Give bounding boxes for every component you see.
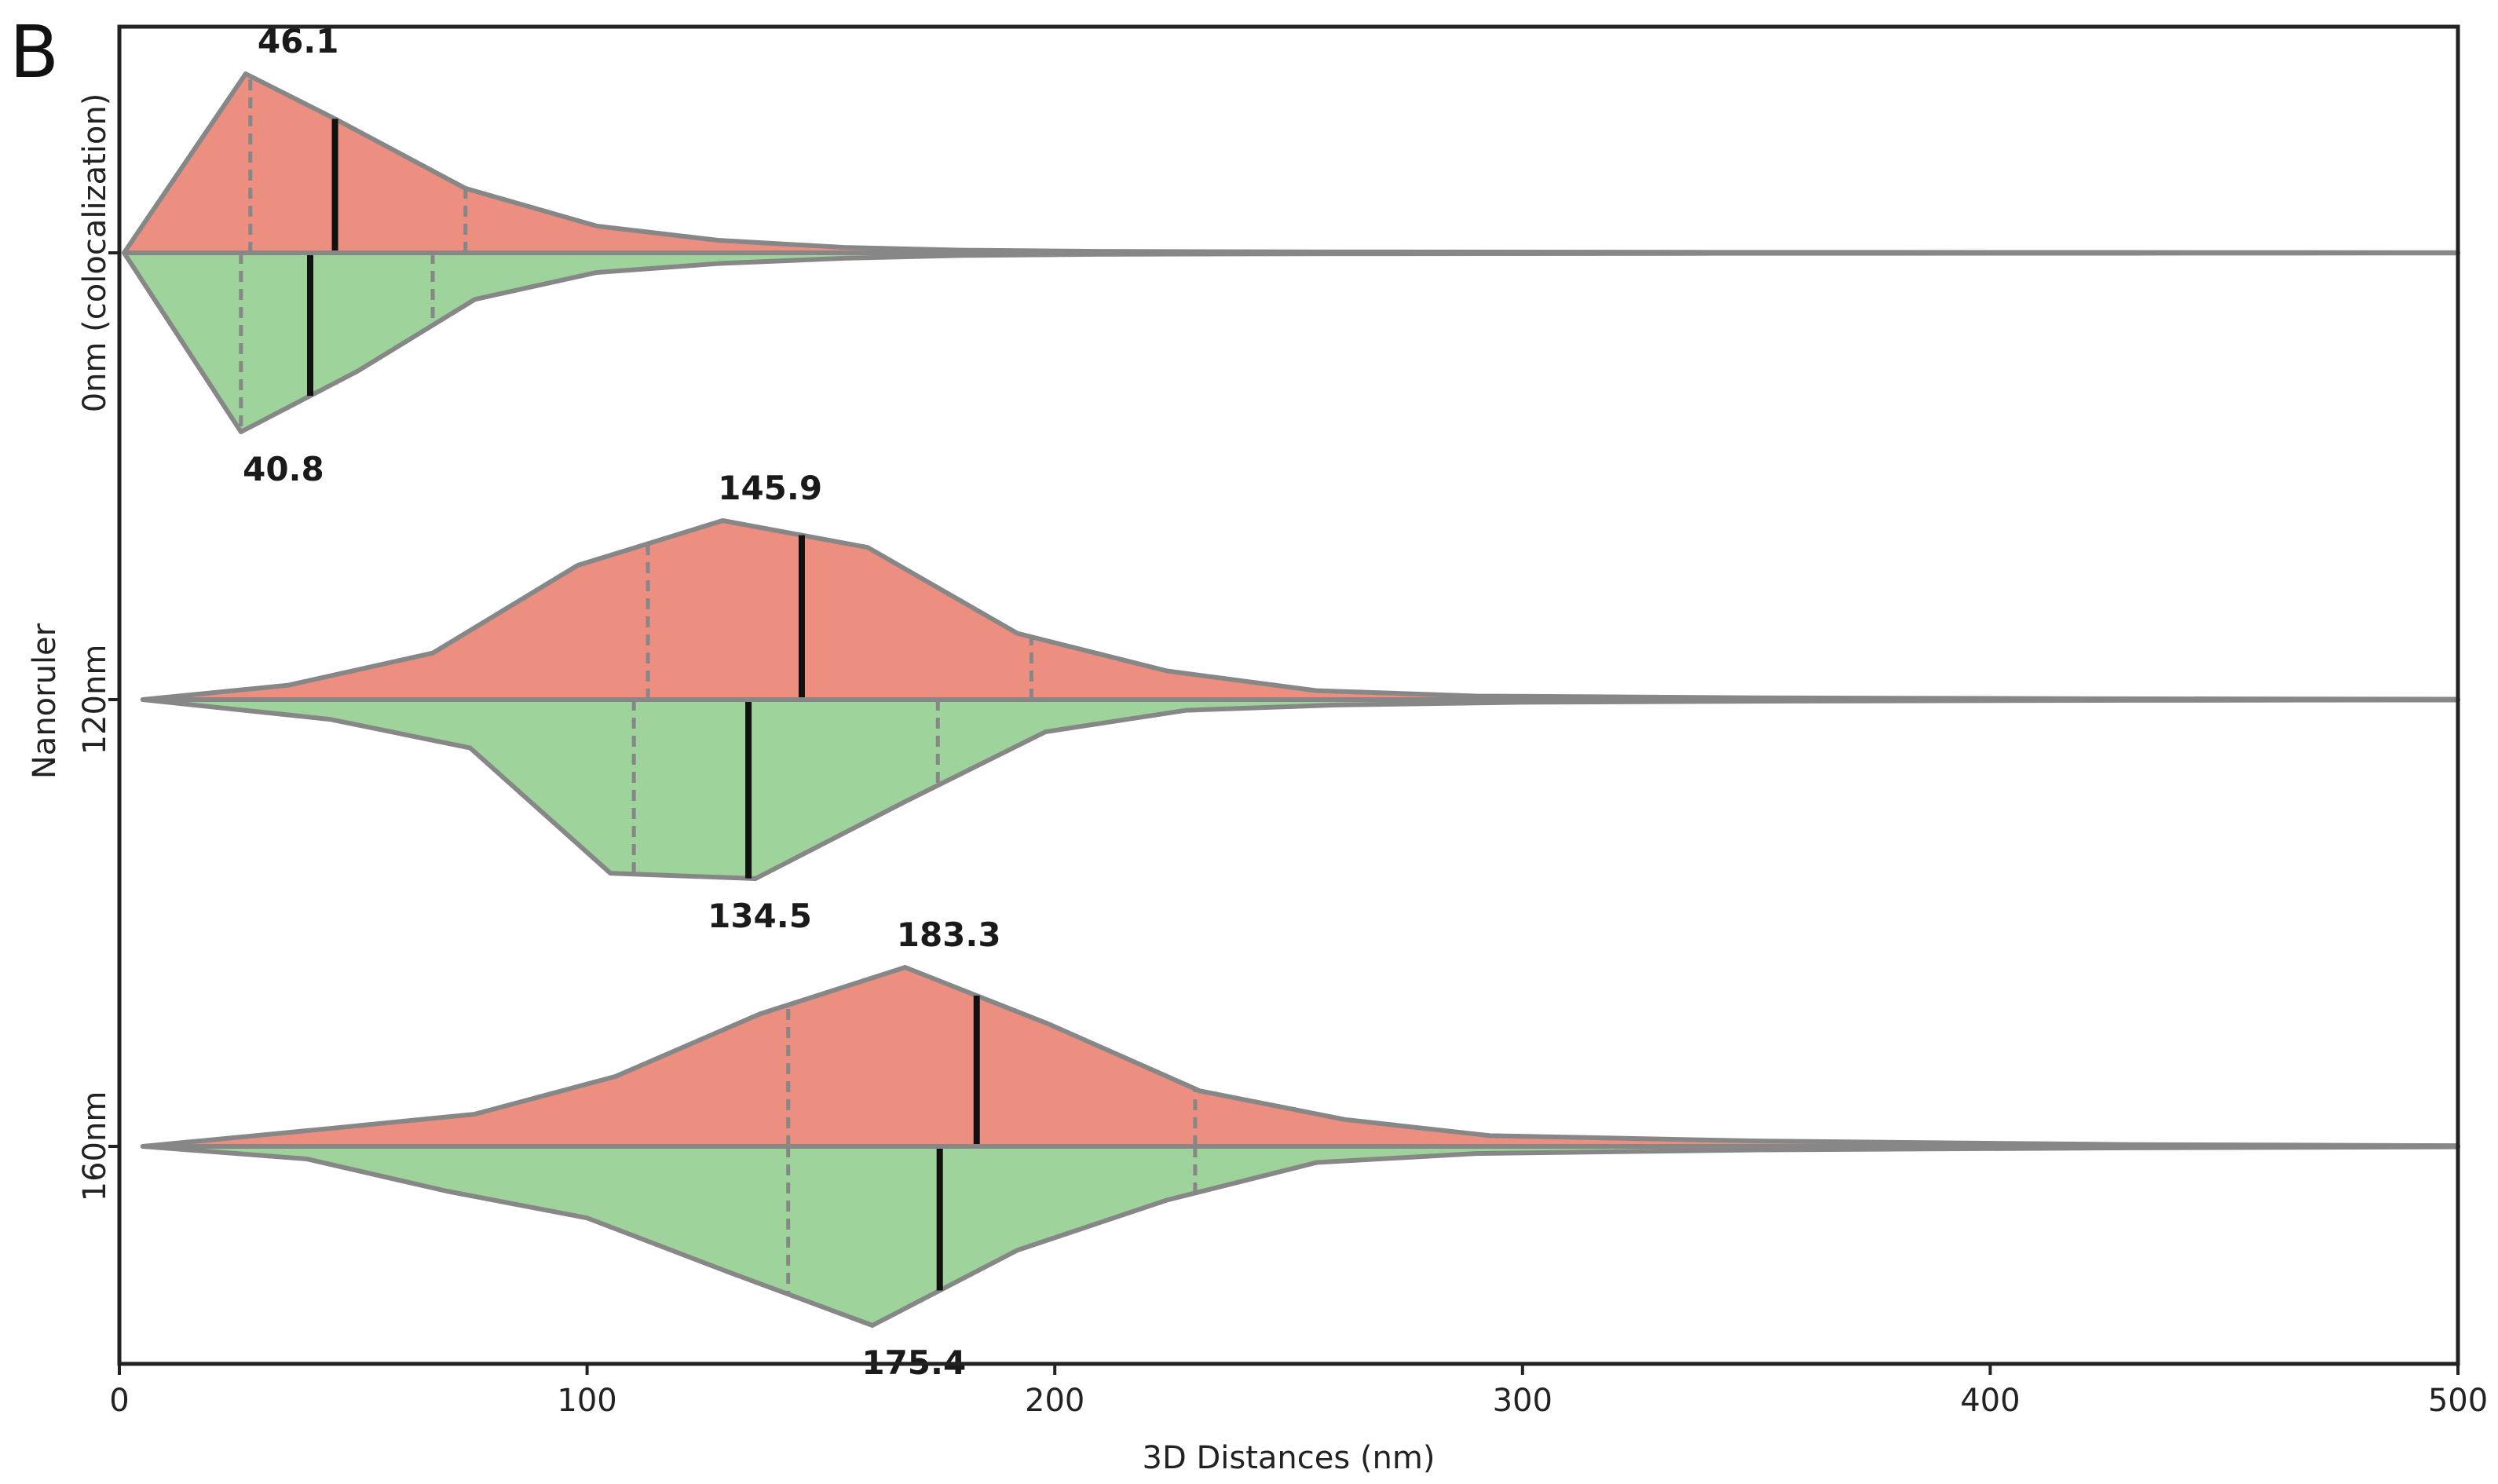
y-tick-label: 0nm (colocalization) <box>77 93 113 413</box>
plot-frame <box>117 24 2460 1366</box>
x-tick-label: 300 <box>1493 1383 1553 1419</box>
violin-upper-half <box>121 71 2460 255</box>
y-axis: 0nm (colocalization) 120nm 160nm <box>77 93 119 1202</box>
violin-lower-half <box>140 697 2460 881</box>
violin-lower-half <box>140 1144 2460 1328</box>
median-value-label: 134.5 <box>708 897 812 935</box>
x-tick-label: 0 <box>109 1383 129 1419</box>
panel-label: B <box>9 10 59 94</box>
median-value-label: 145.9 <box>718 469 822 507</box>
x-tick-label: 500 <box>2428 1383 2488 1419</box>
violin-lower-half <box>121 250 2460 434</box>
x-tick-label: 200 <box>1025 1383 1084 1419</box>
y-axis-title: Nanoruler <box>27 623 63 779</box>
x-axis: 0 100 200 300 400 500 <box>109 1364 2488 1419</box>
y-tick-label: 160nm <box>77 1091 113 1202</box>
median-value-label: 183.3 <box>897 916 1001 954</box>
violin-1: 145.9 134.5 <box>140 469 2460 935</box>
violin-upper-half <box>140 518 2460 702</box>
y-tick-label: 120nm <box>77 645 113 755</box>
violin-upper-half <box>140 965 2460 1149</box>
x-tick-label: 400 <box>1960 1383 2020 1419</box>
x-axis-title: 3D Distances (nm) <box>1143 1440 1436 1476</box>
median-value-label: 40.8 <box>243 450 324 488</box>
x-tick-label: 100 <box>557 1383 616 1419</box>
violin-0: 46.140.8 <box>121 22 2460 488</box>
